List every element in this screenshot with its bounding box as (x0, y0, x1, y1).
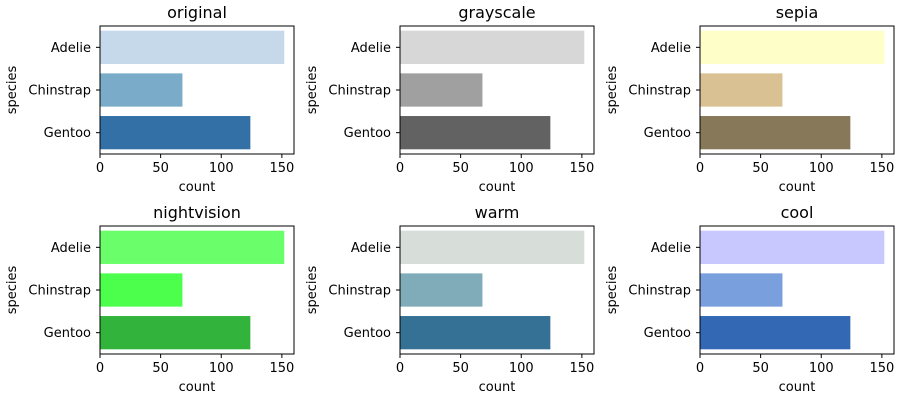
x-axis-label: count (479, 180, 516, 195)
bar-chinstrap (100, 273, 183, 307)
y-tick-label: Chinstrap (328, 284, 391, 299)
bar-chinstrap (100, 73, 183, 107)
y-tick-label: Gentoo (644, 326, 691, 341)
bar-adelie (400, 30, 585, 64)
x-axis-label: count (179, 380, 216, 395)
x-axis-label: count (179, 180, 216, 195)
x-axis-label: count (779, 380, 816, 395)
x-tick-label: 0 (396, 161, 404, 176)
x-tick-label: 150 (269, 361, 294, 376)
x-tick-label: 0 (696, 361, 704, 376)
y-tick-label: Adelie (651, 241, 691, 256)
y-axis-label: species (605, 266, 620, 315)
y-tick-label: Chinstrap (28, 284, 91, 299)
x-tick-label: 50 (452, 161, 469, 176)
x-axis-label: count (479, 380, 516, 395)
x-tick-label: 50 (152, 161, 169, 176)
y-axis-label: species (605, 66, 620, 115)
y-tick-label: Chinstrap (28, 84, 91, 99)
x-tick-label: 100 (209, 161, 234, 176)
bar-gentoo (100, 116, 251, 150)
bar-adelie (100, 230, 285, 264)
x-tick-label: 0 (96, 161, 104, 176)
subplot-sepia: Adelie Chinstrap Gentoo 0 50 100 150 sepia count… (605, 3, 895, 195)
chart-title: original (167, 3, 227, 22)
bar-adelie (100, 30, 285, 64)
x-tick-label: 50 (752, 361, 769, 376)
y-axis-label: species (305, 266, 320, 315)
bar-gentoo (400, 316, 551, 350)
subplot-nightvision: Adelie Chinstrap Gentoo 0 50 100 150 nightvisio… (5, 203, 295, 395)
x-tick-label: 150 (869, 161, 894, 176)
chart-title: grayscale (458, 3, 535, 22)
y-axis-label: species (305, 66, 320, 115)
x-tick-label: 100 (509, 361, 534, 376)
subplot-original: Adelie Chinstrap Gentoo 0 50 100 150 original co… (5, 3, 295, 195)
x-tick-label: 150 (269, 161, 294, 176)
axes-frame (699, 25, 895, 155)
axes-frame (99, 25, 295, 155)
axes-frame (399, 25, 595, 155)
x-axis-label: count (779, 180, 816, 195)
x-tick-label: 100 (809, 361, 834, 376)
y-axis-label: species (5, 266, 20, 315)
y-axis-label: species (5, 66, 20, 115)
x-tick-label: 0 (696, 161, 704, 176)
subplot-cool: Adelie Chinstrap Gentoo 0 50 100 150 cool count s… (605, 203, 895, 395)
axes-frame (699, 225, 895, 355)
x-tick-label: 50 (752, 161, 769, 176)
bar-adelie (700, 230, 885, 264)
bar-chinstrap (700, 73, 783, 107)
y-tick-label: Adelie (51, 241, 91, 256)
y-tick-label: Chinstrap (628, 84, 691, 99)
subplot-warm: Adelie Chinstrap Gentoo 0 50 100 150 warm count s… (305, 203, 595, 395)
x-tick-label: 0 (396, 361, 404, 376)
x-tick-label: 100 (809, 161, 834, 176)
bar-gentoo (100, 316, 251, 350)
axes-frame (399, 225, 595, 355)
x-tick-label: 100 (209, 361, 234, 376)
chart-title: cool (781, 203, 814, 222)
subplot-grayscale: Adelie Chinstrap Gentoo 0 50 100 150 grayscale c… (305, 3, 595, 195)
y-tick-label: Adelie (351, 241, 391, 256)
y-tick-label: Chinstrap (328, 84, 391, 99)
x-tick-label: 150 (569, 161, 594, 176)
axes-frame (99, 225, 295, 355)
bar-gentoo (400, 116, 551, 150)
x-tick-label: 50 (152, 361, 169, 376)
bar-chinstrap (700, 273, 783, 307)
y-tick-label: Gentoo (644, 126, 691, 141)
x-tick-label: 0 (96, 361, 104, 376)
x-tick-label: 100 (509, 161, 534, 176)
chart-title: warm (475, 203, 520, 222)
chart-title: sepia (776, 3, 819, 22)
bar-gentoo (700, 116, 851, 150)
x-tick-label: 150 (569, 361, 594, 376)
bar-adelie (700, 30, 885, 64)
y-tick-label: Adelie (651, 41, 691, 56)
bar-chinstrap (400, 73, 483, 107)
x-tick-label: 50 (452, 361, 469, 376)
bar-adelie (400, 230, 585, 264)
chart-title: nightvision (153, 203, 241, 222)
y-tick-label: Adelie (351, 41, 391, 56)
y-tick-label: Gentoo (344, 126, 391, 141)
y-tick-label: Adelie (51, 41, 91, 56)
bar-chinstrap (400, 273, 483, 307)
x-tick-label: 150 (869, 361, 894, 376)
y-tick-label: Chinstrap (628, 284, 691, 299)
bar-gentoo (700, 316, 851, 350)
y-tick-label: Gentoo (44, 326, 91, 341)
y-tick-label: Gentoo (344, 326, 391, 341)
y-tick-label: Gentoo (44, 126, 91, 141)
